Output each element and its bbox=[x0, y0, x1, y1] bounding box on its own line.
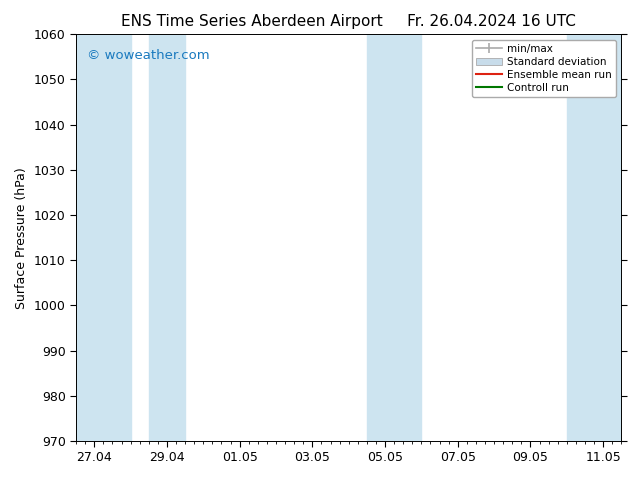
Bar bbox=[76, 34, 131, 441]
Bar bbox=[367, 34, 422, 441]
Text: © woweather.com: © woweather.com bbox=[87, 49, 210, 62]
Legend: min/max, Standard deviation, Ensemble mean run, Controll run: min/max, Standard deviation, Ensemble me… bbox=[472, 40, 616, 97]
Title: ENS Time Series Aberdeen Airport     Fr. 26.04.2024 16 UTC: ENS Time Series Aberdeen Airport Fr. 26.… bbox=[121, 14, 576, 29]
Bar bbox=[567, 34, 621, 441]
Y-axis label: Surface Pressure (hPa): Surface Pressure (hPa) bbox=[15, 167, 29, 309]
Bar bbox=[149, 34, 185, 441]
